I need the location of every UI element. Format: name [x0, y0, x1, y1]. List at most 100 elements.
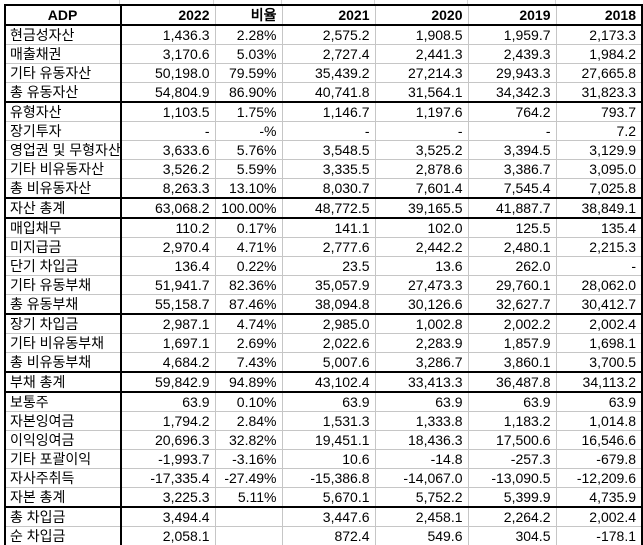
- row-label[interactable]: 이익잉여금: [4, 430, 122, 450]
- cell-value[interactable]: 7,025.8: [555, 178, 643, 199]
- cell-value[interactable]: 82.36%: [214, 275, 283, 295]
- cell-value[interactable]: 764.2: [467, 101, 557, 122]
- cell-value[interactable]: 7.43%: [214, 352, 283, 373]
- cell-value[interactable]: 2.84%: [214, 411, 283, 431]
- cell-value[interactable]: -: [555, 256, 643, 276]
- cell-value[interactable]: 50,198.0: [120, 63, 216, 83]
- cell-value[interactable]: [214, 526, 283, 545]
- cell-value[interactable]: 872.4: [281, 526, 376, 545]
- cell-value[interactable]: 48,772.5: [281, 197, 376, 219]
- cell-value[interactable]: 2,777.6: [281, 237, 376, 257]
- cell-value[interactable]: 10.6: [281, 449, 376, 469]
- cell-value[interactable]: 39,165.5: [374, 197, 469, 219]
- cell-value[interactable]: 55,158.7: [120, 294, 216, 315]
- cell-value[interactable]: 2,058.1: [120, 526, 216, 545]
- row-label[interactable]: 미지급금: [4, 237, 122, 257]
- row-label[interactable]: 보통주: [4, 391, 122, 412]
- cell-value[interactable]: 304.5: [467, 526, 557, 545]
- cell-value[interactable]: 5.59%: [214, 159, 283, 179]
- cell-value[interactable]: 87.46%: [214, 294, 283, 315]
- cell-value[interactable]: 3,700.5: [555, 352, 643, 373]
- cell-value[interactable]: 1,333.8: [374, 411, 469, 431]
- cell-value[interactable]: 549.6: [374, 526, 469, 545]
- cell-value[interactable]: 0.17%: [214, 217, 283, 238]
- cell-value[interactable]: 5,752.2: [374, 487, 469, 508]
- cell-value[interactable]: 262.0: [467, 256, 557, 276]
- cell-value[interactable]: 31,564.1: [374, 82, 469, 103]
- cell-value[interactable]: 3,095.0: [555, 159, 643, 179]
- cell-value[interactable]: -178.1: [555, 526, 643, 545]
- cell-value[interactable]: 86.90%: [214, 82, 283, 103]
- row-label[interactable]: 영업권 및 무형자산: [4, 140, 122, 160]
- cell-value[interactable]: 40,741.8: [281, 82, 376, 103]
- cell-value[interactable]: 0.22%: [214, 256, 283, 276]
- cell-value[interactable]: -14,067.0: [374, 468, 469, 488]
- cell-value[interactable]: 1,103.5: [120, 101, 216, 122]
- cell-value[interactable]: 1,698.1: [555, 333, 643, 353]
- cell-value[interactable]: 28,062.0: [555, 275, 643, 295]
- row-label[interactable]: 부채 총계: [4, 371, 122, 393]
- cell-value[interactable]: 7,601.4: [374, 178, 469, 199]
- cell-value[interactable]: 3,526.2: [120, 159, 216, 179]
- cell-value[interactable]: 110.2: [120, 217, 216, 238]
- cell-value[interactable]: 3,633.6: [120, 140, 216, 160]
- cell-value[interactable]: 2,878.6: [374, 159, 469, 179]
- cell-value[interactable]: 63,068.2: [120, 197, 216, 219]
- cell-value[interactable]: -: [374, 121, 469, 141]
- cell-value[interactable]: 54,804.9: [120, 82, 216, 103]
- cell-value[interactable]: -1,993.7: [120, 449, 216, 469]
- cell-value[interactable]: 1,002.8: [374, 313, 469, 334]
- row-label[interactable]: 총 유동자산: [4, 82, 122, 103]
- cell-value[interactable]: 0.10%: [214, 391, 283, 412]
- header-cell-ratio[interactable]: 비율: [214, 4, 283, 26]
- cell-value[interactable]: 135.4: [555, 217, 643, 238]
- cell-value[interactable]: 18,436.3: [374, 430, 469, 450]
- cell-value[interactable]: 5.11%: [214, 487, 283, 508]
- cell-value[interactable]: -12,209.6: [555, 468, 643, 488]
- cell-value[interactable]: 35,439.2: [281, 63, 376, 83]
- cell-value[interactable]: 3,335.5: [281, 159, 376, 179]
- cell-value[interactable]: 5.03%: [214, 44, 283, 64]
- row-label[interactable]: 순 차입금: [4, 526, 122, 545]
- row-label[interactable]: 자본잉여금: [4, 411, 122, 431]
- cell-value[interactable]: 31,823.3: [555, 82, 643, 103]
- cell-value[interactable]: 2,727.4: [281, 44, 376, 64]
- row-label[interactable]: 기타 유동자산: [4, 63, 122, 83]
- cell-value[interactable]: 7,545.4: [467, 178, 557, 199]
- header-cell-company[interactable]: ADP: [4, 4, 122, 26]
- cell-value[interactable]: 4,735.9: [555, 487, 643, 508]
- cell-value[interactable]: 2,458.1: [374, 506, 469, 527]
- header-cell-2020[interactable]: 2020: [374, 4, 469, 26]
- row-label[interactable]: 장기 차입금: [4, 313, 122, 334]
- cell-value[interactable]: 1,697.1: [120, 333, 216, 353]
- cell-value[interactable]: 17,500.6: [467, 430, 557, 450]
- row-label[interactable]: 총 차입금: [4, 506, 122, 527]
- cell-value[interactable]: -257.3: [467, 449, 557, 469]
- cell-value[interactable]: 8,263.3: [120, 178, 216, 199]
- cell-value[interactable]: 2,002.4: [555, 313, 643, 334]
- cell-value[interactable]: -: [467, 121, 557, 141]
- cell-value[interactable]: 1,908.5: [374, 24, 469, 45]
- cell-value[interactable]: 32,627.7: [467, 294, 557, 315]
- cell-value[interactable]: 2.69%: [214, 333, 283, 353]
- cell-value[interactable]: -17,335.4: [120, 468, 216, 488]
- cell-value[interactable]: -%: [214, 121, 283, 141]
- cell-value[interactable]: -: [120, 121, 216, 141]
- cell-value[interactable]: 29,943.3: [467, 63, 557, 83]
- cell-value[interactable]: 3,225.3: [120, 487, 216, 508]
- cell-value[interactable]: 30,412.7: [555, 294, 643, 315]
- cell-value[interactable]: 20,696.3: [120, 430, 216, 450]
- cell-value[interactable]: 1,984.2: [555, 44, 643, 64]
- row-label[interactable]: 자사주취득: [4, 468, 122, 488]
- cell-value[interactable]: 30,126.6: [374, 294, 469, 315]
- row-label[interactable]: 유형자산: [4, 101, 122, 122]
- cell-value[interactable]: 4,684.2: [120, 352, 216, 373]
- row-label[interactable]: 매출채권: [4, 44, 122, 64]
- row-label[interactable]: 기타 포괄이익: [4, 449, 122, 469]
- cell-value[interactable]: -13,090.5: [467, 468, 557, 488]
- cell-value[interactable]: 34,113.2: [555, 371, 643, 393]
- cell-value[interactable]: 27,473.3: [374, 275, 469, 295]
- cell-value[interactable]: 3,286.7: [374, 352, 469, 373]
- cell-value[interactable]: 1,183.2: [467, 411, 557, 431]
- cell-value[interactable]: 5.76%: [214, 140, 283, 160]
